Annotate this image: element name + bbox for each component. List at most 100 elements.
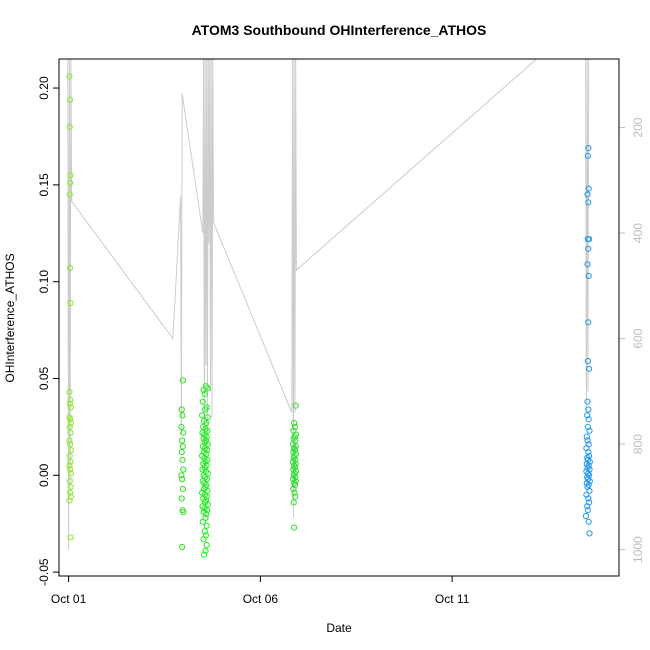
- data-point: [291, 481, 298, 489]
- data-point: [201, 528, 208, 535]
- data-point: [584, 398, 591, 405]
- data-point: [292, 443, 299, 450]
- data-point: [199, 412, 206, 419]
- data-point: [584, 236, 592, 243]
- data-point: [582, 512, 590, 520]
- altitude-trace-line: [67, 59, 590, 550]
- data-point: [66, 400, 73, 407]
- right-tick-label: 400: [631, 223, 645, 243]
- data-point: [66, 388, 73, 396]
- data-point: [67, 466, 74, 473]
- x-tick-label: Oct 06: [243, 592, 279, 606]
- data-point: [585, 416, 592, 423]
- data-point: [292, 460, 299, 467]
- data-point: [179, 443, 186, 450]
- data-point: [585, 449, 592, 456]
- data-point: [66, 437, 73, 444]
- axes-layer: Oct 01 Oct 06 Oct 11 -0.05 0.00 0.05 0.10 0.15 0…: [37, 76, 645, 606]
- data-point: [204, 385, 211, 392]
- altitude-trace-layer: [67, 59, 590, 550]
- data-point: [291, 423, 298, 430]
- data-point: [179, 456, 186, 463]
- data-point: [66, 452, 73, 459]
- data-point: [292, 402, 299, 409]
- data-point: [291, 524, 298, 531]
- data-point: [584, 456, 592, 463]
- data-point: [66, 462, 73, 469]
- data-point: [583, 460, 590, 467]
- data-point: [583, 480, 590, 487]
- data-point: [67, 534, 74, 541]
- data-point: [199, 518, 206, 525]
- data-point: [200, 460, 207, 467]
- data-point: [67, 299, 74, 307]
- data-point: [203, 541, 210, 549]
- data-point: [586, 487, 593, 494]
- data-point: [584, 358, 592, 365]
- right-tick-label: 600: [631, 328, 645, 348]
- data-point: [203, 433, 210, 440]
- data-point: [586, 472, 593, 479]
- y-tick-label: -0.05: [37, 558, 51, 586]
- data-point: [202, 406, 209, 413]
- data-point: [180, 466, 187, 473]
- right-tick-label: 800: [631, 434, 645, 454]
- data-point: [201, 491, 208, 498]
- series-0: [66, 73, 75, 541]
- data-point: [584, 261, 591, 268]
- data-point: [179, 476, 186, 483]
- data-point: [67, 396, 74, 403]
- y-tick-label: 0.20: [37, 76, 51, 100]
- data-point: [290, 454, 297, 461]
- data-point: [584, 152, 592, 159]
- series-2: [199, 383, 211, 558]
- data-point: [585, 406, 592, 413]
- data-point: [204, 414, 211, 421]
- data-point: [66, 497, 73, 504]
- data-point: [67, 489, 74, 496]
- data-point: [67, 96, 74, 103]
- data-point: [180, 508, 187, 516]
- y-tick-label: 0.05: [37, 366, 51, 390]
- right-tick-label: 1000: [631, 536, 645, 563]
- data-point: [584, 464, 591, 471]
- data-point: [202, 547, 209, 554]
- data-point: [203, 462, 210, 469]
- data-point: [67, 419, 75, 427]
- data-point: [584, 191, 591, 198]
- data-point: [585, 145, 592, 152]
- y-tick-label: 0.00: [37, 463, 51, 487]
- data-point: [66, 73, 73, 80]
- data-point: [66, 191, 73, 198]
- data-point: [67, 179, 74, 186]
- data-point: [203, 522, 210, 529]
- data-point: [204, 507, 211, 514]
- data-point: [202, 425, 209, 432]
- data-point: [585, 319, 592, 326]
- data-point: [290, 499, 297, 506]
- data-point: [586, 427, 593, 434]
- scatter-points-layer: [66, 73, 593, 558]
- data-point: [178, 423, 185, 430]
- data-point: [179, 543, 186, 551]
- data-point: [585, 245, 592, 252]
- right-tick-label: 200: [631, 117, 645, 137]
- data-point: [204, 501, 211, 508]
- data-point: [178, 449, 185, 456]
- series-4: [582, 145, 593, 537]
- data-point: [292, 493, 299, 500]
- data-point: [179, 437, 186, 444]
- data-point: [67, 493, 75, 500]
- data-point: [202, 445, 209, 452]
- data-point: [201, 480, 208, 487]
- data-point: [67, 429, 74, 436]
- data-point: [203, 493, 210, 500]
- data-point: [66, 423, 73, 430]
- data-point: [291, 419, 298, 427]
- data-point: [199, 466, 206, 473]
- data-point: [178, 495, 185, 502]
- data-point: [584, 503, 591, 510]
- data-point: [290, 485, 297, 492]
- data-point: [67, 404, 75, 411]
